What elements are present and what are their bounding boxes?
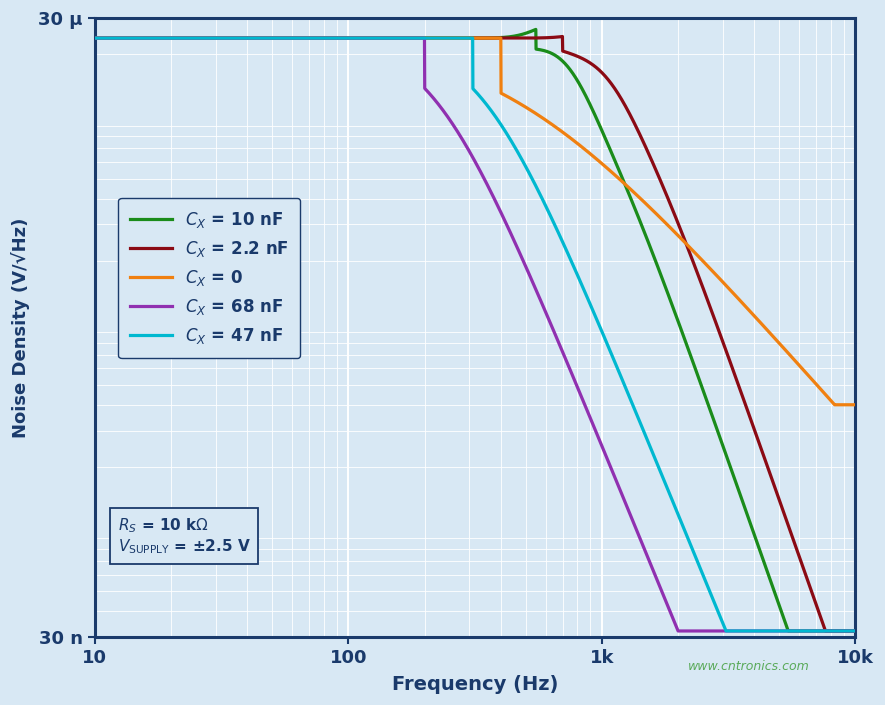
$C_X$ = 2.2 nF — [414, 34, 425, 42]
$C_X$ = 10 nF — [850, 627, 861, 635]
$C_X$ = 68 nF — [381, 34, 392, 42]
Line: $C_X$ = 10 nF: $C_X$ = 10 nF — [95, 30, 856, 631]
$C_X$ = 2.2 nF — [753, 438, 764, 446]
$C_X$ = 47 nF — [221, 34, 232, 42]
Line: $C_X$ = 2.2 nF: $C_X$ = 2.2 nF — [95, 37, 856, 631]
$C_X$ = 10 nF — [530, 25, 541, 34]
$C_X$ = 47 nF — [835, 627, 846, 635]
$C_X$ = 68 nF — [835, 627, 846, 635]
$C_X$ = 2.2 nF — [176, 34, 187, 42]
$C_X$ = 0 — [381, 34, 392, 42]
$C_X$ = 0 — [176, 34, 187, 42]
$C_X$ = 0 — [221, 34, 232, 42]
Y-axis label: Noise Density (V/√Hz): Noise Density (V/√Hz) — [12, 217, 30, 438]
$C_X$ = 0 — [753, 317, 764, 325]
$C_X$ = 2.2 nF — [89, 34, 100, 42]
Line: $C_X$ = 47 nF: $C_X$ = 47 nF — [95, 38, 856, 631]
$C_X$ = 47 nF — [381, 34, 392, 42]
$C_X$ = 2.2 nF — [835, 627, 846, 635]
$C_X$ = 47 nF — [176, 34, 187, 42]
$C_X$ = 68 nF — [850, 627, 861, 635]
$C_X$ = 2.2 nF — [381, 34, 392, 42]
$C_X$ = 0 — [829, 400, 840, 409]
Legend: $C_X$ = 10 nF, $C_X$ = 2.2 nF, $C_X$ = 0, $C_X$ = 68 nF, $C_X$ = 47 nF: $C_X$ = 10 nF, $C_X$ = 2.2 nF, $C_X$ = 0… — [119, 198, 301, 358]
$C_X$ = 10 nF — [835, 627, 846, 635]
$C_X$ = 2.2 nF — [850, 627, 861, 635]
$C_X$ = 10 nF — [221, 34, 232, 42]
$C_X$ = 47 nF — [720, 627, 731, 635]
$C_X$ = 2.2 nF — [558, 32, 568, 41]
$C_X$ = 68 nF — [753, 627, 764, 635]
Line: $C_X$ = 0: $C_X$ = 0 — [95, 38, 856, 405]
$C_X$ = 10 nF — [89, 34, 100, 42]
$C_X$ = 10 nF — [753, 543, 764, 551]
$C_X$ = 68 nF — [221, 34, 232, 42]
$C_X$ = 0 — [89, 34, 100, 42]
$C_X$ = 10 nF — [783, 627, 794, 635]
$C_X$ = 47 nF — [89, 34, 100, 42]
Line: $C_X$ = 68 nF: $C_X$ = 68 nF — [95, 38, 856, 631]
Text: www.cntronics.com: www.cntronics.com — [688, 661, 810, 673]
$C_X$ = 47 nF — [753, 627, 764, 635]
Text: $R_S$ = 10 k$\Omega$
$V_{\mathrm{SUPPLY}}$ = ±2.5 V: $R_S$ = 10 k$\Omega$ $V_{\mathrm{SUPPLY}… — [118, 516, 250, 556]
$C_X$ = 2.2 nF — [221, 34, 232, 42]
$C_X$ = 0 — [835, 400, 846, 409]
$C_X$ = 10 nF — [381, 34, 392, 42]
$C_X$ = 47 nF — [850, 627, 861, 635]
X-axis label: Frequency (Hz): Frequency (Hz) — [392, 675, 558, 694]
$C_X$ = 47 nF — [414, 34, 425, 42]
$C_X$ = 10 nF — [176, 34, 187, 42]
$C_X$ = 68 nF — [176, 34, 187, 42]
$C_X$ = 0 — [850, 400, 861, 409]
$C_X$ = 68 nF — [673, 627, 683, 635]
$C_X$ = 68 nF — [89, 34, 100, 42]
$C_X$ = 68 nF — [414, 34, 425, 42]
$C_X$ = 0 — [414, 34, 425, 42]
$C_X$ = 10 nF — [414, 34, 425, 42]
$C_X$ = 2.2 nF — [820, 627, 831, 635]
